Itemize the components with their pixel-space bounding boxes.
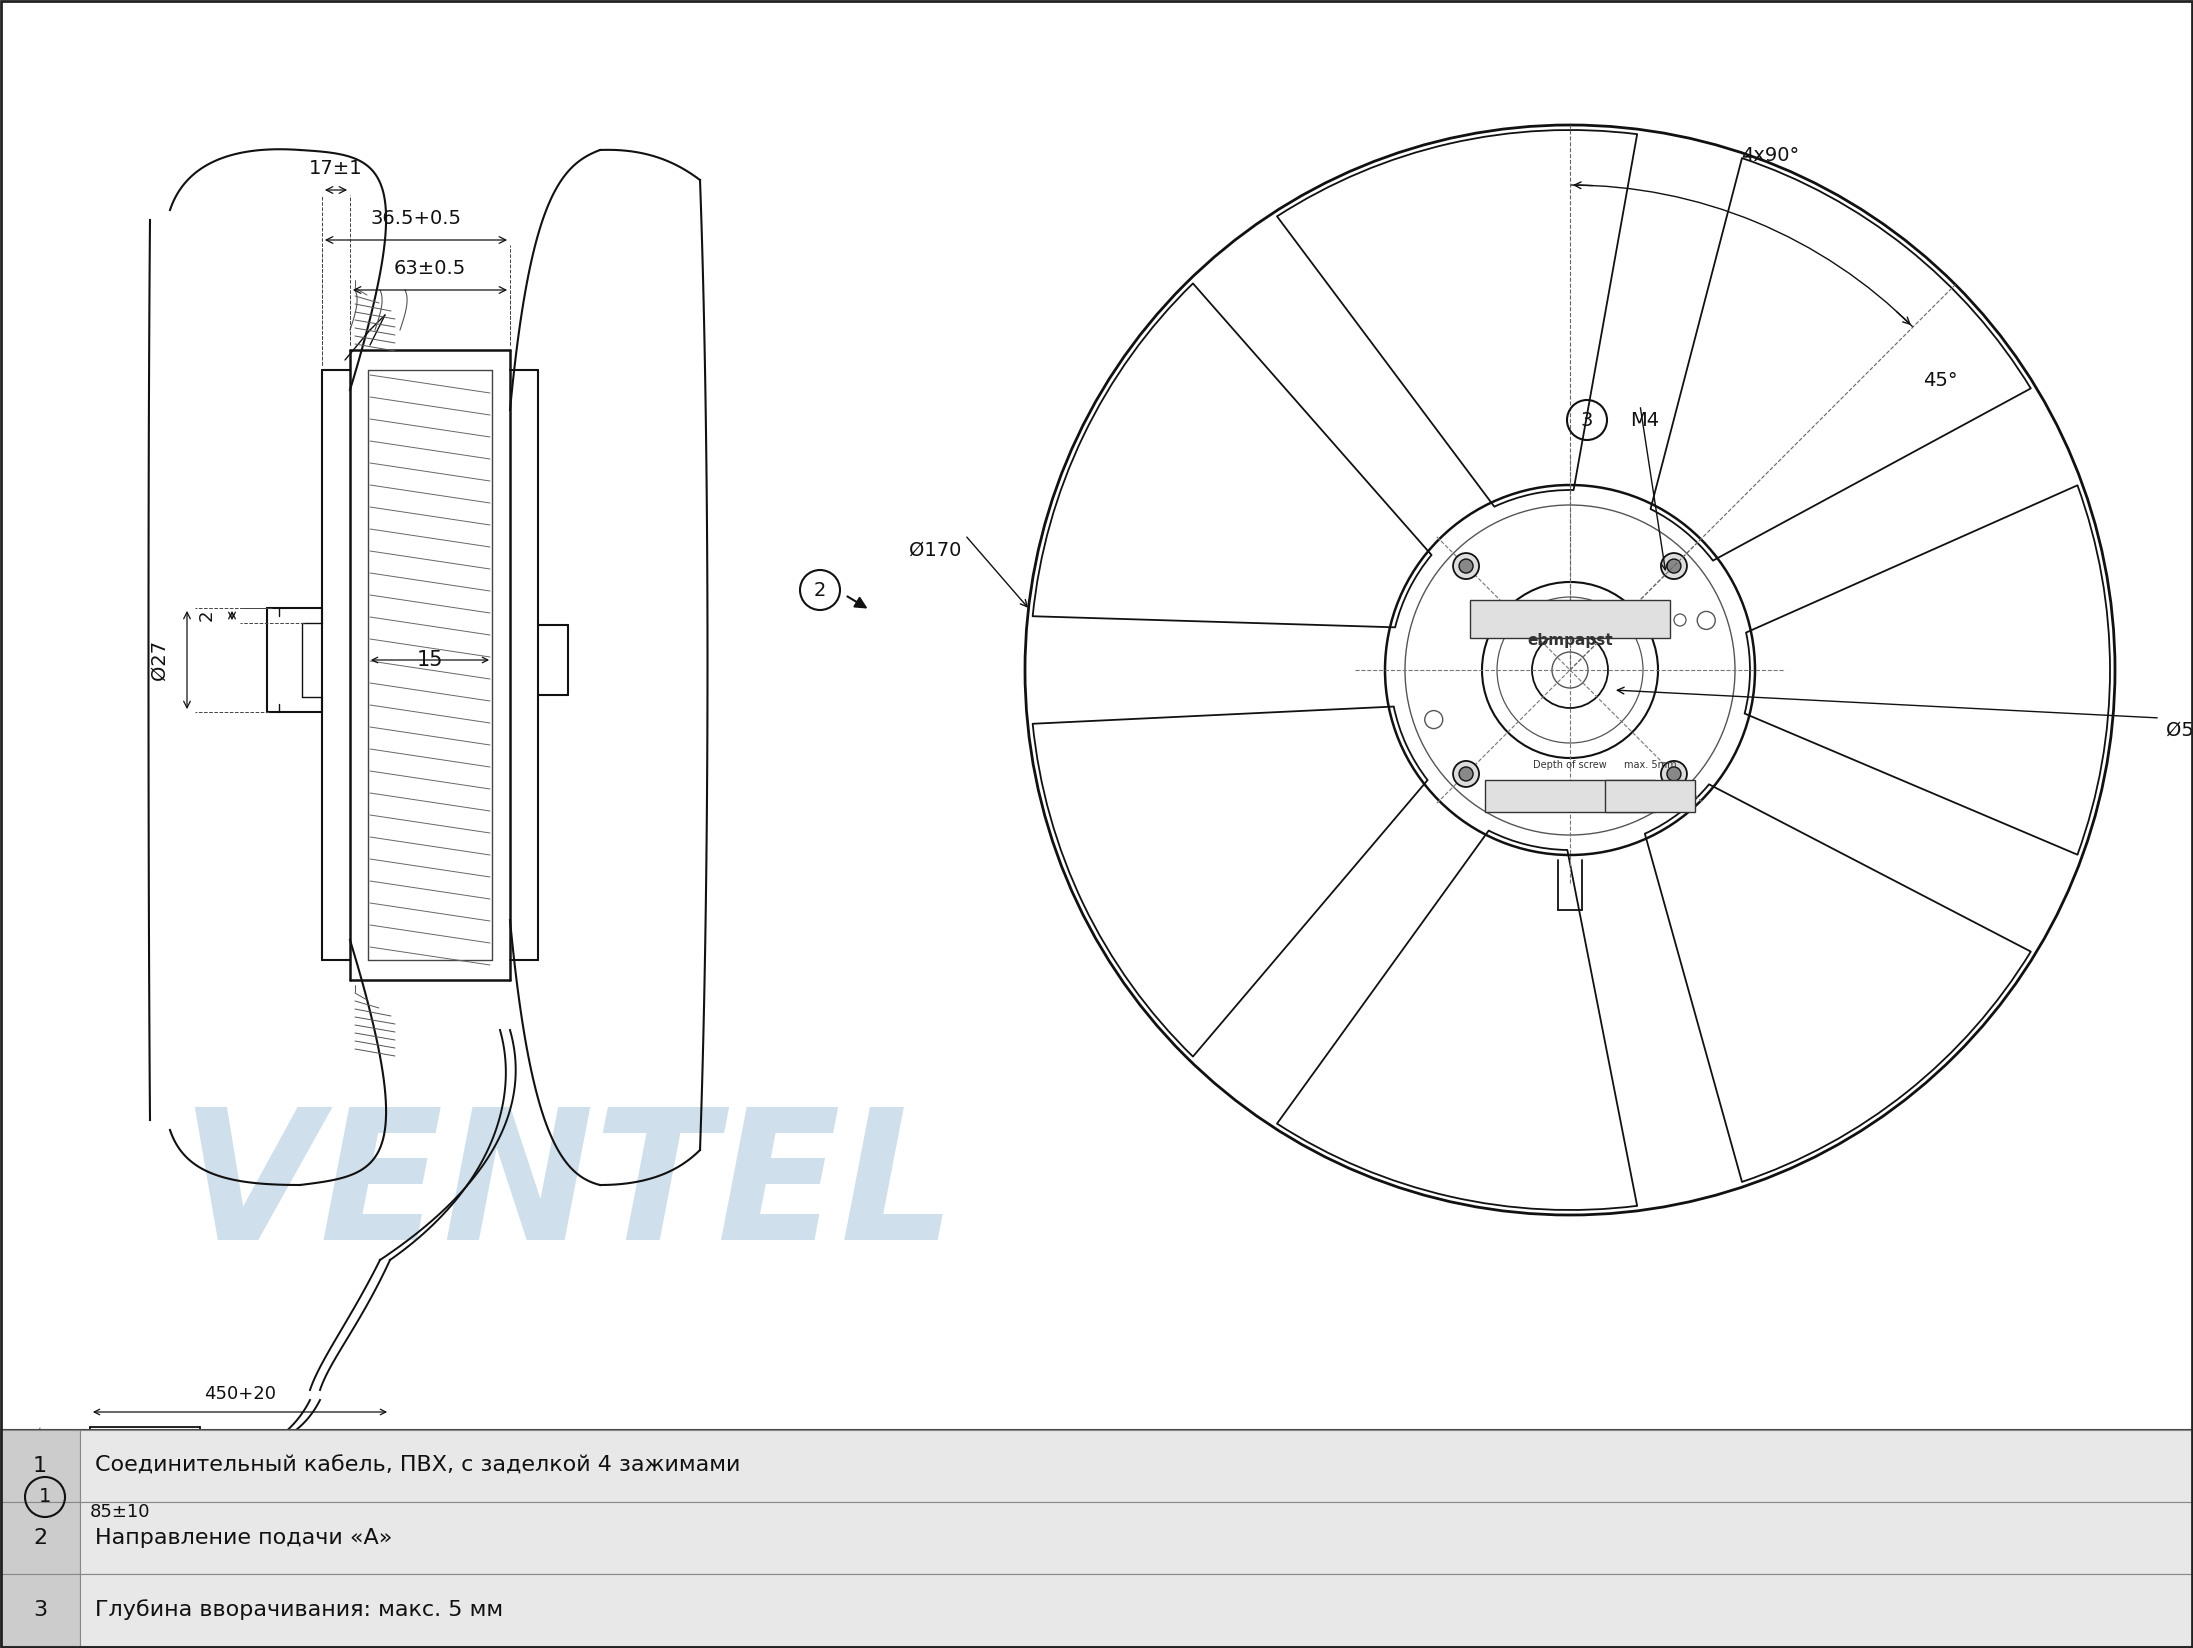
Text: 1: 1 [33,1455,46,1477]
Circle shape [1458,559,1474,574]
Circle shape [1454,761,1478,788]
Text: 15: 15 [417,649,443,671]
Text: max. 5mm: max. 5mm [1623,760,1675,770]
Text: 85±10: 85±10 [90,1503,151,1521]
Circle shape [1454,554,1478,578]
Text: 2: 2 [814,580,827,600]
Text: 1: 1 [39,1488,50,1506]
Bar [0,1574,79,1646]
Text: Ø27: Ø27 [149,639,169,681]
Text: 3: 3 [1581,410,1592,430]
Text: 36.5+0.5: 36.5+0.5 [371,209,461,227]
Text: Направление подачи «А»: Направление подачи «А» [94,1528,393,1547]
Circle shape [1458,766,1474,781]
Bar [0,1501,79,1574]
Text: Ø170: Ø170 [908,541,961,560]
Bar [1469,600,1671,638]
Circle shape [1660,761,1686,788]
Text: 63±0.5: 63±0.5 [395,259,467,277]
Text: 450+20: 450+20 [204,1384,276,1402]
Bar [79,1574,2193,1646]
Text: 4x90°: 4x90° [1741,145,1798,165]
Text: Depth of screw: Depth of screw [1533,760,1607,770]
Text: 2: 2 [33,1528,46,1547]
Circle shape [1667,766,1682,781]
Circle shape [1660,554,1686,578]
Text: VENTEL: VENTEL [180,1103,956,1277]
Text: 45°: 45° [1923,371,1958,389]
Text: ebmpapst: ebmpapst [1526,633,1612,648]
Bar [79,1430,2193,1501]
Circle shape [1667,559,1682,574]
Bar [79,1501,2193,1574]
Circle shape [1647,796,1654,804]
Text: Ø58±0.2: Ø58±0.2 [2167,720,2193,740]
Text: Глубина вворачивания: макс. 5 мм: Глубина вворачивания: макс. 5 мм [94,1600,502,1620]
Text: 17±1: 17±1 [309,158,362,178]
Text: Соединительный кабель, ПВХ, с заделкой 4 зажимами: Соединительный кабель, ПВХ, с заделкой 4… [94,1455,741,1477]
Bar [1485,780,1656,812]
Text: 3: 3 [33,1600,46,1620]
Bar [0,1430,79,1501]
Text: M4: M4 [1629,410,1660,430]
Text: 2: 2 [197,610,215,621]
Bar [1605,780,1695,812]
